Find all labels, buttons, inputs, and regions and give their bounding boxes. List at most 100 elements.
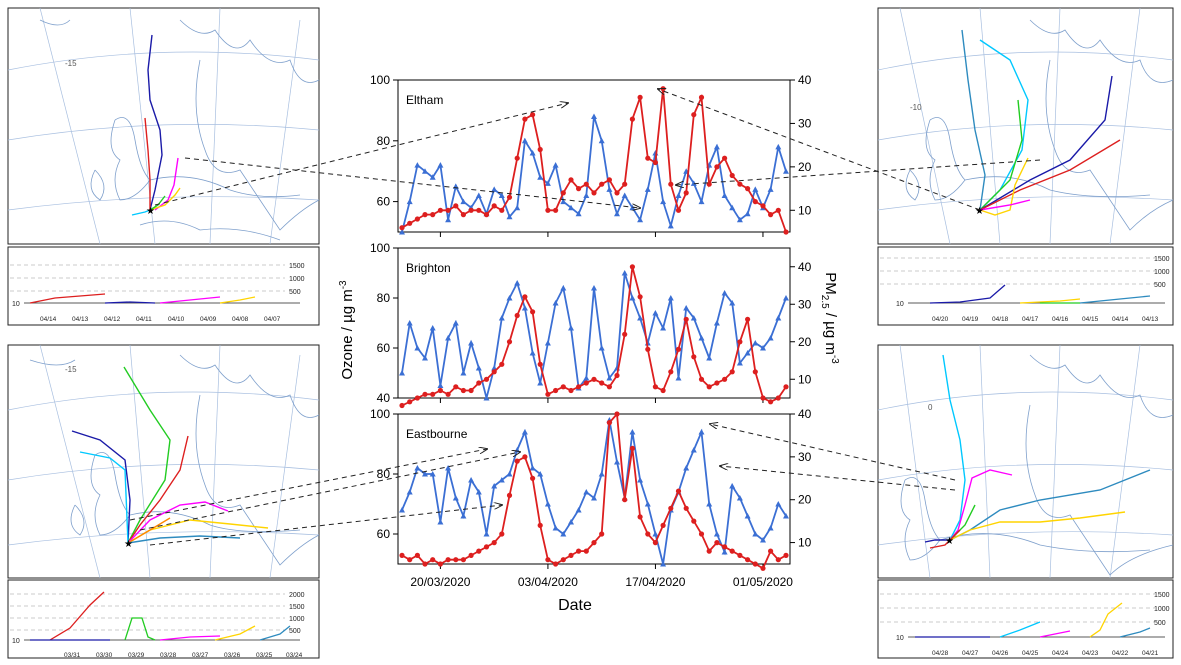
height-base-label: 10 (896, 301, 904, 308)
date-label: 04/09 (200, 316, 217, 323)
ozone-point (690, 180, 697, 186)
ozone-point (437, 519, 444, 525)
ozone-point (468, 340, 475, 346)
pm25-point (560, 190, 566, 196)
ozone-point (399, 229, 405, 235)
trajectory-red (144, 117, 151, 210)
y-tick-label-right: 20 (798, 335, 812, 349)
ozone-point (437, 382, 444, 388)
ozone-point (760, 345, 766, 351)
pm25-point (445, 557, 451, 563)
ozone-point (399, 507, 405, 513)
height-tick-label: 1500 (289, 263, 305, 270)
receptor-star: ★ (146, 206, 155, 217)
ozone-point (422, 355, 428, 361)
pm25-point (637, 294, 643, 300)
pm25-point (476, 207, 482, 213)
ozone-point (729, 300, 736, 306)
ozone-point (429, 325, 436, 331)
pm25-point (675, 207, 682, 213)
ozone-point (537, 174, 544, 180)
ozone-point (706, 355, 713, 361)
ozone-point (698, 198, 705, 205)
x-tick-label: 17/04/2020 (625, 575, 685, 589)
pm25-point (683, 505, 689, 511)
ozone-point (760, 537, 766, 543)
ozone-point (621, 192, 628, 198)
pm25-point (645, 531, 651, 537)
ozone-point (690, 447, 697, 453)
date-label: 04/23 (1082, 650, 1099, 657)
ozone-point (675, 375, 682, 381)
height-base-label: 10 (12, 638, 20, 645)
receptor-star: ★ (945, 536, 954, 547)
ozone-point (568, 204, 574, 211)
pm25-point (622, 331, 628, 337)
date-label: 04/18 (992, 316, 1009, 323)
pm25-point (691, 518, 697, 524)
trajectory-panel-bottom-left: -15 ★ 2000 1500 1000 500 10 03/31 03 (7, 344, 320, 659)
ozone-point (544, 180, 551, 186)
trajectory-teal (961, 29, 986, 211)
date-label: 04/28 (932, 650, 949, 657)
y-tick-label-left: 60 (377, 527, 391, 541)
arrow-bottomright-1 (710, 424, 956, 481)
ozone-point (752, 186, 759, 192)
height-tick-label: 1000 (289, 616, 305, 623)
ozone-point (552, 525, 559, 531)
pm25-point (737, 552, 743, 559)
pm25-point (514, 155, 520, 161)
pm25-point (514, 458, 520, 464)
pm25-point (714, 380, 720, 386)
y-tick-label-right: 10 (798, 536, 812, 550)
ozone-point (729, 483, 736, 489)
ozone-point (498, 192, 505, 198)
pm25-point (675, 488, 682, 494)
pm25-point (545, 391, 551, 397)
ozone-point (506, 471, 513, 477)
pm25-point (745, 186, 751, 192)
pm25-point (583, 548, 589, 554)
y-tick-label-left: 100 (370, 407, 390, 421)
pm25-point (499, 531, 505, 537)
y-tick-label-left: 80 (377, 291, 391, 305)
y-axis-label-right-sub: 2.5 (819, 295, 830, 309)
map-coastlines (905, 19, 1174, 231)
pm25-point (576, 186, 582, 192)
ozone-point (644, 501, 651, 507)
ozone-point (552, 162, 559, 168)
trajectory-panel-top-right: -10 ★ 1500 1000 500 10 04/20 04/19 04/18… (877, 7, 1174, 326)
pm25-point (591, 540, 597, 546)
arrow-topleft-2 (184, 157, 640, 208)
ozone-point (414, 345, 421, 351)
ozone-point (598, 471, 605, 477)
height-magenta (159, 635, 221, 641)
y-axis-label-right-sup: -3 (829, 355, 840, 364)
ozone-point (591, 495, 597, 501)
map-frame (7, 7, 320, 245)
ozone-point (575, 210, 582, 217)
ozone-point (506, 213, 513, 220)
trajectory-lines (961, 29, 1121, 216)
ozone-point (698, 429, 705, 435)
y-tick-label-right: 20 (798, 493, 812, 507)
pm25-point (453, 203, 459, 209)
ozone-point (767, 186, 774, 192)
time-series-charts: Eltham 60 80 100 10 20 30 40 Brighton 40 60 80 100 10… (370, 73, 812, 589)
pm25-point (660, 86, 666, 92)
ozone-point (667, 222, 674, 229)
trajectory-cyan (131, 209, 151, 216)
ozone-point (429, 471, 436, 477)
y-axis-label-right: PM2.5 / µg m-3 (819, 272, 840, 364)
ozone-point (783, 295, 789, 301)
ozone-point (483, 395, 490, 401)
date-label: 04/08 (232, 316, 249, 323)
pm25-point (714, 164, 720, 170)
date-label: 04/07 (264, 316, 281, 323)
pm25-point (453, 557, 459, 563)
height-profile-frame (877, 579, 1174, 659)
pm25-point (675, 346, 682, 352)
pm25-point (775, 395, 781, 401)
pm25-point (622, 181, 628, 187)
